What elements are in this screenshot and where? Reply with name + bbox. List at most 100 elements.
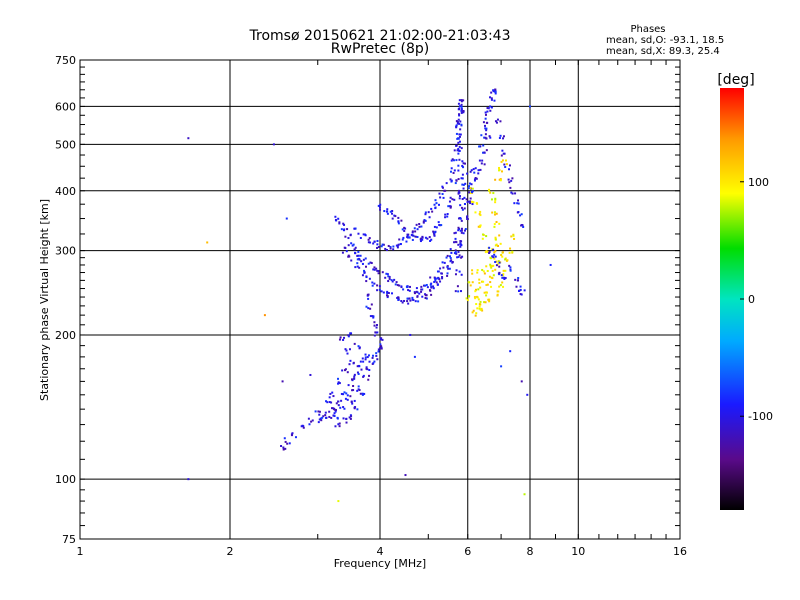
data-point [461, 198, 464, 201]
data-point [510, 235, 513, 238]
data-point [485, 149, 488, 152]
data-point [469, 192, 472, 195]
data-point [441, 275, 444, 278]
data-point [460, 229, 463, 232]
data-point [400, 300, 403, 303]
data-point [397, 222, 400, 225]
data-point [430, 282, 433, 285]
data-point [357, 254, 360, 257]
data-point [387, 292, 390, 295]
data-point [494, 90, 497, 93]
data-point [454, 273, 457, 276]
data-point [457, 191, 460, 194]
data-point [483, 272, 486, 275]
data-point [460, 147, 463, 150]
data-point [390, 279, 393, 282]
data-point [401, 228, 404, 231]
data-point [493, 257, 496, 260]
data-point [379, 343, 382, 346]
data-point [351, 402, 354, 405]
data-point [493, 211, 496, 214]
colorbar-tick-label: 100 [748, 176, 769, 189]
data-point [481, 268, 484, 271]
data-point [477, 225, 480, 228]
data-point [478, 281, 481, 284]
data-point [408, 289, 411, 292]
data-point [469, 197, 472, 200]
stats-x-line: mean, sd,X: 89.3, 25.4 [606, 46, 720, 57]
data-point [526, 393, 529, 396]
data-point [461, 164, 464, 167]
data-point [391, 217, 394, 220]
data-point [411, 296, 414, 299]
data-point [508, 168, 511, 171]
data-point [342, 222, 345, 225]
data-point [479, 214, 482, 217]
data-point [474, 167, 477, 170]
data-point [501, 255, 504, 258]
data-point [350, 378, 353, 381]
data-point [333, 415, 336, 418]
data-point [364, 353, 367, 356]
data-point [352, 362, 355, 365]
data-point [430, 293, 433, 296]
data-point [458, 145, 461, 148]
data-point [402, 288, 405, 291]
data-point [449, 260, 452, 263]
data-point [497, 244, 500, 247]
data-point [503, 163, 506, 166]
data-point [491, 264, 494, 267]
data-point [432, 230, 435, 233]
data-point [488, 300, 491, 303]
data-point [402, 236, 405, 239]
data-point [499, 178, 502, 181]
data-point [439, 196, 442, 199]
data-point [549, 263, 552, 266]
data-point [460, 206, 463, 209]
data-point [353, 227, 356, 230]
data-point [325, 400, 328, 403]
data-point [497, 262, 500, 265]
data-point [484, 124, 487, 127]
data-point [437, 277, 440, 280]
data-point [444, 189, 447, 192]
data-point [472, 309, 475, 312]
data-point [489, 105, 492, 108]
data-point [517, 290, 520, 293]
data-point [484, 117, 487, 120]
data-point [462, 162, 465, 165]
data-point [495, 221, 498, 224]
data-point [317, 421, 320, 424]
data-point [356, 258, 359, 261]
data-point [380, 245, 383, 248]
data-point [376, 246, 379, 249]
data-point [367, 378, 370, 381]
data-point [449, 257, 452, 260]
data-point [466, 201, 469, 204]
data-point [484, 127, 487, 130]
data-point [446, 265, 449, 268]
data-point [458, 114, 461, 117]
data-point [354, 251, 357, 254]
data-point [454, 237, 457, 240]
data-point [384, 247, 387, 250]
data-point [455, 179, 458, 182]
data-point [461, 183, 464, 186]
data-point [495, 264, 498, 267]
data-point [462, 187, 465, 190]
data-point [520, 293, 523, 296]
data-point [346, 228, 349, 231]
data-point [503, 152, 506, 155]
data-point [468, 295, 471, 298]
data-point [519, 288, 522, 291]
data-point [396, 246, 399, 249]
data-point [403, 299, 406, 302]
data-point [365, 276, 368, 279]
data-point [357, 232, 360, 235]
data-point [372, 316, 375, 319]
data-point [347, 335, 350, 338]
data-point [467, 281, 470, 284]
data-point [457, 189, 460, 192]
data-point [369, 261, 372, 264]
data-point [462, 109, 465, 112]
